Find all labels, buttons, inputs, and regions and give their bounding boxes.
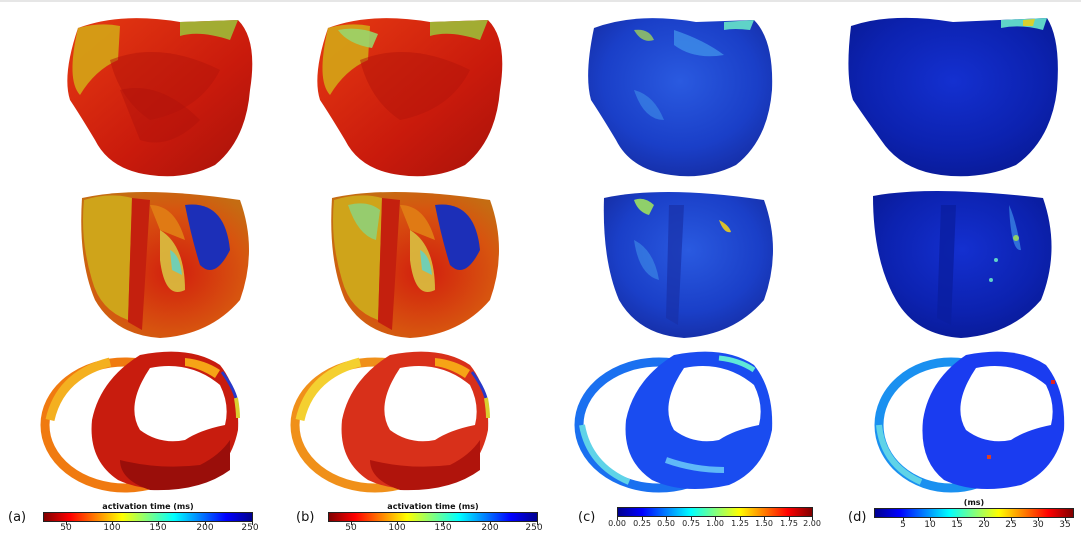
panel-a-tick-label: 200 [196,523,214,533]
panel-c-tick-label: 0.75 [682,519,700,528]
panel-d-slice [874,351,1065,493]
panel-a-tick-label: 50 [60,523,72,533]
panel-c-colorbar-gradient [617,507,813,517]
panel-b-tickmark [537,522,538,525]
panel-d-tick-label: 10 [924,520,936,530]
panel-c-tick-label: 2.00 [803,519,821,528]
panel-d: (d) (ms) 5 10 15 20 25 30 35 [811,0,1081,533]
panel-a-tick-label: 250 [241,523,259,533]
panel-b-figure [290,18,503,493]
panel-c-tick-label: 0.00 [608,519,626,528]
panel-b-tick-label: 200 [481,523,499,533]
top-divider [0,0,1081,2]
panel-a-letter: (a) [8,510,27,525]
panel-b-slice [290,351,490,493]
panel-c-tickmark [666,517,667,520]
panel-c-letter: (c) [578,510,596,525]
panel-b-heart-epicardial [317,18,503,177]
panel-b-colorbar-gradient [328,512,538,522]
panel-d-tick-label: 5 [900,520,906,530]
panel-c-tick-label: 1.25 [731,519,749,528]
panel-b-tickmark [397,522,398,525]
panel-d-tickmark [1038,518,1039,521]
panel-c-tickmark [812,517,813,520]
panel-a-tickmark [205,522,206,525]
panel-c-tickmark [740,517,741,520]
panel-c-tickmark [617,517,618,520]
panel-c-tick-label: 0.50 [657,519,675,528]
panel-b-letter: (b) [296,510,315,525]
panel-a-tickmark [66,522,67,525]
panel-d-tickmark [903,518,904,521]
panel-d-tick-label: 15 [951,520,963,530]
panel-b-tick-label: 150 [434,523,452,533]
panel-a-tickmark [252,522,253,525]
panel-c-tick-label: 1.50 [755,519,773,528]
panel-a-colorbar-gradient [43,512,253,522]
panel-d-tick-label: 30 [1032,520,1044,530]
panel-c-tickmark [789,517,790,520]
panel-a-slice [40,351,240,493]
panel-c-tickmark [642,517,643,520]
panel-d-tickmark [930,518,931,521]
panel-a-figure [40,18,253,493]
panel-d-heart-cutaway [873,190,1052,338]
panel-c-tickmark [715,517,716,520]
panel-c-figure [574,18,773,493]
panel-a-colorbar-title: activation time (ms) [102,502,194,511]
panel-d-colorbar-gradient [874,508,1074,518]
panel-b-tick-label: 250 [525,523,543,533]
panel-d-tick-label: 25 [1005,520,1017,530]
panel-c-tickmark [691,517,692,520]
panel-a-heart-cutaway [81,191,249,338]
panel-c: (c) 0.00 0.25 0.50 0.75 1.00 1.25 1.50 1… [574,0,844,533]
panel-b-colorbar-title: activation time (ms) [387,502,479,511]
panel-b: (b) activation time (ms) 50 100 150 200 … [288,0,558,533]
panel-d-tickmark [1065,518,1066,521]
panel-d-tickmark [984,518,985,521]
panel-d-figure [848,17,1065,493]
panel-d-tick-label: 20 [978,520,990,530]
panel-a: (a) activation time (ms) 50 100 150 200 … [0,0,270,533]
panel-b-tick-label: 100 [388,523,406,533]
panel-b-tick-label: 50 [345,523,357,533]
panel-c-heart-epicardial [588,18,773,177]
panel-c-tick-label: 0.25 [633,519,651,528]
panel-a-tick-label: 150 [149,523,167,533]
panel-c-tick-label: 1.75 [780,519,798,528]
panel-d-tick-label: 35 [1059,520,1071,530]
panel-a-tickmark [112,522,113,525]
panel-d-heart-epicardial [848,17,1058,177]
panel-d-tickmark [1011,518,1012,521]
panel-a-heart-epicardial [67,18,253,177]
panel-c-tick-label: 1.00 [706,519,724,528]
panel-d-colorbar-title: (ms) [963,498,985,507]
panel-c-tickmark [764,517,765,520]
panel-a-tickmark [158,522,159,525]
panel-b-tickmark [443,522,444,525]
panel-c-heart-cutaway [603,191,773,338]
panel-b-tickmark [490,522,491,525]
panel-c-slice [574,351,773,493]
panel-d-letter: (d) [848,510,867,525]
panel-b-heart-cutaway [331,191,499,338]
panel-b-tickmark [351,522,352,525]
panel-a-tick-label: 100 [103,523,121,533]
panel-d-tickmark [957,518,958,521]
